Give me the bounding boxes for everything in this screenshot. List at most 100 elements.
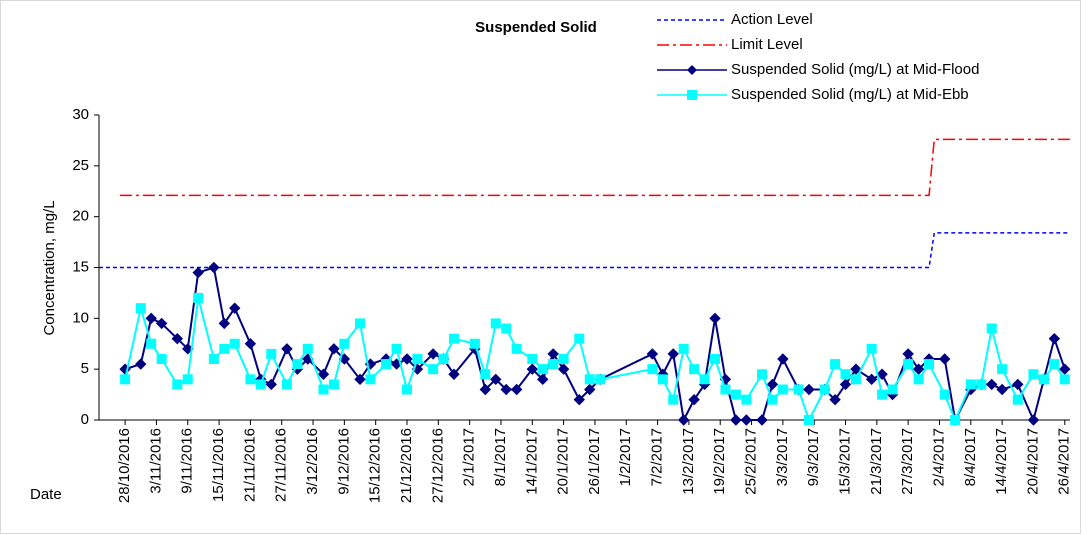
x-tick-label: 26/1/2017 (586, 428, 603, 495)
x-tick-label: 2/1/2017 (461, 428, 478, 486)
data-point (730, 414, 742, 426)
data-point (803, 383, 815, 396)
legend-marker (687, 90, 697, 100)
data-point (511, 343, 522, 354)
data-point (135, 358, 147, 370)
data-point (427, 348, 439, 360)
data-point (469, 338, 480, 349)
data-point (479, 383, 492, 396)
data-point (318, 384, 329, 395)
data-point (480, 369, 491, 380)
data-point (354, 373, 366, 386)
data-point (146, 338, 157, 349)
data-point (490, 318, 501, 329)
data-point (172, 379, 183, 390)
x-tick-label: 20/4/2017 (1024, 428, 1041, 495)
x-tick-label: 14/1/2017 (523, 428, 540, 495)
data-point (1027, 414, 1040, 426)
data-point (939, 389, 950, 400)
data-point (865, 373, 878, 386)
data-point (391, 343, 402, 354)
data-point (689, 364, 700, 375)
data-point (976, 379, 987, 390)
data-point (803, 415, 814, 425)
data-point (526, 363, 539, 375)
y-tick-label: 15 (72, 258, 89, 275)
data-point (777, 384, 788, 395)
series-line (124, 266, 1066, 424)
x-tick-label: 9/12/2016 (335, 428, 352, 495)
data-point (448, 333, 459, 344)
legend-label: Suspended Solid (mg/L) at Mid-Ebb (731, 86, 969, 103)
data-point (829, 393, 841, 406)
data-point (537, 373, 549, 386)
data-point (986, 323, 997, 334)
data-point (193, 293, 204, 303)
data-point (281, 379, 292, 390)
y-tick-label: 0 (81, 411, 89, 428)
x-tick-label: 20/1/2017 (555, 428, 572, 495)
data-point (402, 384, 413, 395)
data-point (135, 303, 146, 314)
data-point (557, 363, 570, 375)
legend-marker (687, 65, 697, 75)
series-line (119, 138, 1070, 197)
data-point (547, 348, 559, 360)
data-point (584, 374, 595, 385)
data-point (688, 393, 700, 406)
x-tick-label: 15/12/2016 (367, 428, 384, 503)
data-point (699, 374, 710, 385)
data-point (265, 378, 277, 391)
data-point (381, 359, 392, 370)
data-point (877, 389, 888, 400)
data-point (537, 364, 548, 375)
data-point (730, 389, 741, 400)
data-point (448, 368, 460, 380)
data-point (527, 354, 538, 364)
data-point (1012, 378, 1024, 391)
data-point (292, 359, 303, 370)
data-point (155, 317, 168, 330)
data-point (281, 343, 293, 355)
data-point (839, 378, 852, 391)
data-point (996, 383, 1008, 396)
x-axis-label: Date (30, 486, 62, 503)
data-point (120, 374, 131, 385)
data-point (741, 394, 752, 405)
data-point (574, 333, 585, 344)
y-axis-label: Concentration, mg/L (41, 200, 58, 335)
data-point (244, 338, 257, 350)
data-point (777, 353, 789, 365)
data-point (1028, 369, 1039, 380)
data-point (866, 343, 877, 354)
data-point (924, 359, 935, 370)
chart-title: Suspended Solid (475, 19, 597, 36)
y-tick-label: 30 (72, 106, 89, 123)
data-point (913, 374, 924, 385)
data-point (156, 354, 167, 364)
x-tick-label: 27/3/2017 (899, 428, 916, 495)
data-point (819, 384, 830, 395)
x-tick-label: 15/11/2016 (210, 428, 227, 502)
data-point (646, 348, 659, 360)
data-point (510, 383, 523, 396)
data-point (850, 374, 861, 385)
x-tick-label: 3/12/2016 (304, 428, 321, 495)
x-tick-label: 21/11/2016 (241, 428, 258, 502)
data-point (355, 318, 366, 329)
x-tick-label: 25/2/2017 (743, 428, 760, 495)
x-tick-label: 13/2/2017 (680, 428, 697, 495)
x-tick-label: 8/1/2017 (492, 428, 509, 486)
data-point (412, 354, 423, 364)
data-point (500, 383, 512, 396)
x-tick-label: 14/4/2017 (993, 428, 1010, 495)
data-point (266, 348, 277, 359)
data-point (1059, 374, 1070, 385)
x-tick-label: 27/11/2016 (273, 428, 290, 502)
legend-label: Action Level (731, 11, 813, 28)
data-point (997, 364, 1008, 375)
data-point (720, 384, 731, 395)
data-point (766, 378, 779, 391)
data-point (501, 323, 512, 334)
data-point (903, 359, 914, 370)
